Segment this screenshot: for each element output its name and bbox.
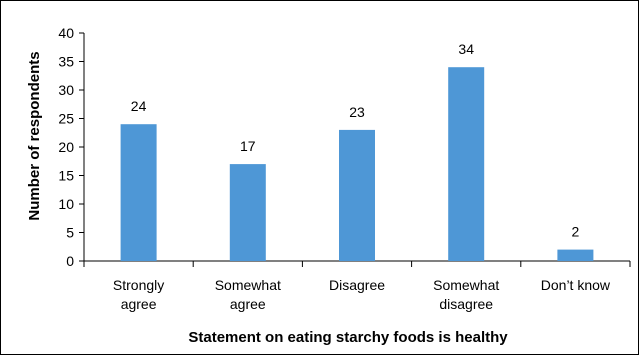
- x-category-label: Somewhat agree: [215, 277, 281, 312]
- y-tick-label: 15: [58, 168, 74, 184]
- x-category-label: Don’t know: [541, 277, 611, 293]
- data-label: 23: [349, 104, 365, 120]
- x-axis-title: Statement on eating starchy foods is hea…: [188, 329, 508, 346]
- x-category-label: Somewhat disagree: [433, 277, 499, 312]
- x-category-label: Disagree: [329, 277, 385, 293]
- bar: [339, 129, 375, 261]
- data-label: 34: [458, 41, 474, 57]
- bar: [557, 249, 594, 261]
- bars-group: [120, 67, 594, 261]
- y-tick-label: 10: [58, 196, 74, 212]
- bar: [120, 124, 157, 261]
- bar: [229, 164, 266, 261]
- data-label: 24: [131, 98, 147, 114]
- y-tick-label: 30: [58, 82, 74, 98]
- data-labels-group: 24 17 23 34 2: [131, 41, 580, 239]
- y-axis-title: Number of respondents: [26, 51, 43, 220]
- x-category-label: Strongly agree: [113, 277, 164, 312]
- y-axis: 0 5 10 15 20 25 30 35 40: [58, 25, 85, 269]
- y-tick-label: 40: [58, 25, 74, 41]
- y-tick-label: 20: [58, 139, 74, 155]
- bar: [448, 67, 485, 261]
- y-tick-label: 25: [58, 111, 74, 127]
- data-label: 2: [572, 224, 580, 240]
- y-tick-label: 5: [66, 225, 74, 241]
- y-tick-label: 35: [58, 54, 74, 70]
- data-label: 17: [240, 138, 256, 154]
- y-tick-label: 0: [66, 253, 74, 269]
- x-axis: Strongly agree Somewhat agree Disagree Somewh…: [83, 260, 631, 312]
